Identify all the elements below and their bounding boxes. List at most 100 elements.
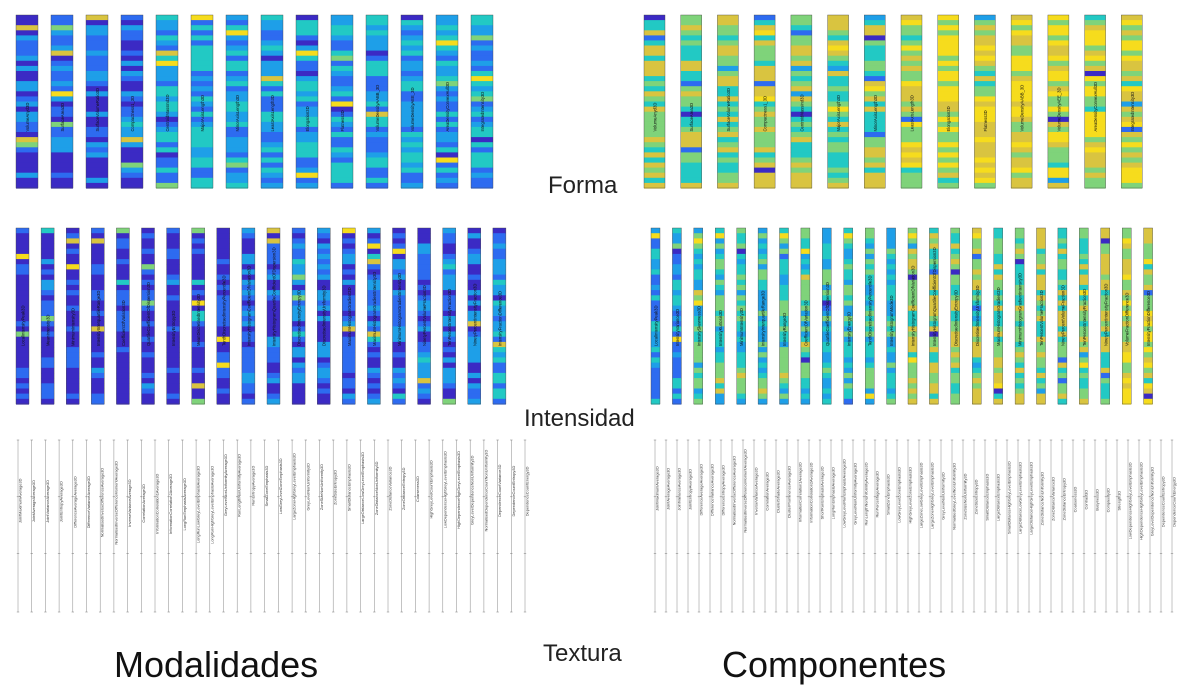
column-label-low-grey-level-run-emphasis-average3-d: LowGreyLevelRunEmphasisAverage3D	[842, 459, 847, 528]
heatmap-cell	[366, 101, 388, 108]
heatmap-cell	[1011, 30, 1033, 36]
heatmap-cell	[827, 152, 849, 159]
heatmap-cell	[191, 121, 213, 128]
heatmap-cell	[216, 383, 230, 390]
heatmap-cell	[1143, 274, 1153, 281]
heatmap-column-ten-percent-intensity-fraction3-d: TenPercentIntensityFraction3D	[1079, 227, 1089, 405]
heatmap-cell	[471, 182, 493, 189]
heatmap-cell	[1121, 65, 1143, 72]
heatmap-cell	[865, 326, 875, 333]
heatmap-cell	[331, 35, 353, 42]
heatmap-cell	[1143, 233, 1153, 239]
heatmap-cell	[16, 243, 29, 250]
heatmap-cell	[1057, 383, 1067, 390]
heatmap-cell	[471, 101, 493, 108]
heatmap-cell	[937, 96, 959, 103]
heatmap-cell	[296, 177, 318, 184]
heatmap-cell	[467, 331, 481, 338]
heatmap-cell	[141, 295, 155, 302]
heatmap-cell	[191, 111, 213, 118]
heatmap-cell	[296, 45, 318, 52]
heatmap-cell	[41, 326, 55, 333]
heatmap-cell	[267, 279, 280, 286]
heatmap-cell	[693, 378, 703, 384]
heatmap-cell	[331, 137, 353, 143]
heatmap-cell	[121, 25, 143, 31]
heatmap-cell	[843, 393, 853, 400]
heatmap-cell	[1084, 71, 1106, 77]
heatmap-cell	[822, 336, 832, 343]
heatmap-cell	[417, 279, 431, 286]
heatmap-cell	[1143, 279, 1153, 286]
heatmap-cell	[41, 341, 55, 348]
heatmap-cell	[392, 316, 406, 322]
heatmap-cell	[908, 300, 917, 307]
heatmap-cell	[937, 182, 959, 189]
heatmap-cell	[736, 253, 746, 260]
heatmap-cell	[156, 132, 178, 138]
heatmap-cell	[492, 295, 506, 302]
heatmap-cell	[191, 290, 205, 296]
heatmap-column-ninety-percent-volume-fraction3-d: NinetyPercentVolumeFraction3D	[417, 227, 431, 405]
heatmap-cell	[1122, 243, 1132, 250]
heatmap-cell	[886, 357, 896, 364]
heatmap-cell	[392, 295, 406, 302]
heatmap-cell	[342, 305, 356, 312]
heatmap-cell	[1015, 326, 1025, 333]
heatmap-cell	[267, 259, 280, 265]
heatmap-cell	[672, 310, 682, 317]
heatmap-cell	[864, 35, 886, 42]
heatmap-cell	[267, 253, 280, 260]
heatmap-cell	[800, 393, 810, 400]
heatmap-cell	[972, 398, 982, 405]
heatmap-cell	[822, 243, 832, 250]
heatmap-cell	[317, 228, 331, 234]
heatmap-cell	[1100, 357, 1110, 364]
heatmap-cell	[736, 378, 746, 384]
heatmap-cell	[392, 274, 406, 281]
heatmap-cell	[331, 111, 353, 118]
heatmap-cell	[754, 142, 776, 148]
column-label-run-length-non-uniformity-average3-d: RunLengthNonUniformityAverage3D	[237, 454, 242, 517]
heatmap-cell	[367, 362, 381, 369]
heatmap-cell	[974, 60, 996, 67]
heatmap-cell	[191, 30, 213, 36]
heatmap-cell	[141, 290, 155, 296]
heatmap-cell	[241, 290, 255, 296]
heatmap-cell	[1122, 383, 1132, 390]
heatmap-cell	[401, 15, 423, 21]
heatmap-cell	[16, 393, 29, 400]
heatmap-cell	[317, 316, 331, 322]
column-label-normalised-inverse-difference-moment-average3-d: NormalisedInverseDifferenceMomentAverage…	[113, 461, 118, 545]
heatmap-cell	[296, 172, 318, 179]
heatmap-cell	[1143, 253, 1153, 260]
heatmap-cell	[672, 347, 682, 353]
texture-column-zone-size-non-uniformity3-d: ZoneSizeNonUniformity3D	[318, 439, 324, 613]
heatmap-cell	[864, 76, 886, 82]
heatmap-cell	[442, 248, 456, 255]
heatmap-cell	[843, 398, 853, 405]
heatmap-cell	[66, 305, 80, 312]
heatmap-cell	[51, 81, 73, 87]
heatmap-cell	[41, 300, 55, 307]
heatmap-cell	[1084, 147, 1106, 153]
heatmap-cell	[121, 15, 143, 21]
heatmap-cell	[417, 347, 431, 353]
heatmap-cell	[1057, 295, 1067, 302]
heatmap-cell	[442, 372, 456, 379]
heatmap-cell	[864, 15, 886, 21]
heatmap-cell	[116, 269, 130, 276]
heatmap-cell	[16, 152, 38, 159]
heatmap-column-frame	[367, 227, 381, 405]
heatmap-cell	[401, 177, 423, 184]
heatmap-cell	[937, 142, 959, 148]
heatmap-cell	[292, 290, 306, 296]
heatmap-cell	[1121, 71, 1143, 77]
heatmap-cell	[367, 259, 381, 265]
heatmap-cell	[886, 326, 896, 333]
heatmap-cell	[901, 177, 922, 184]
heatmap-cell	[972, 367, 982, 374]
heatmap-cell	[736, 316, 746, 322]
heatmap-cell	[471, 45, 493, 52]
heatmap-cell	[693, 300, 703, 307]
